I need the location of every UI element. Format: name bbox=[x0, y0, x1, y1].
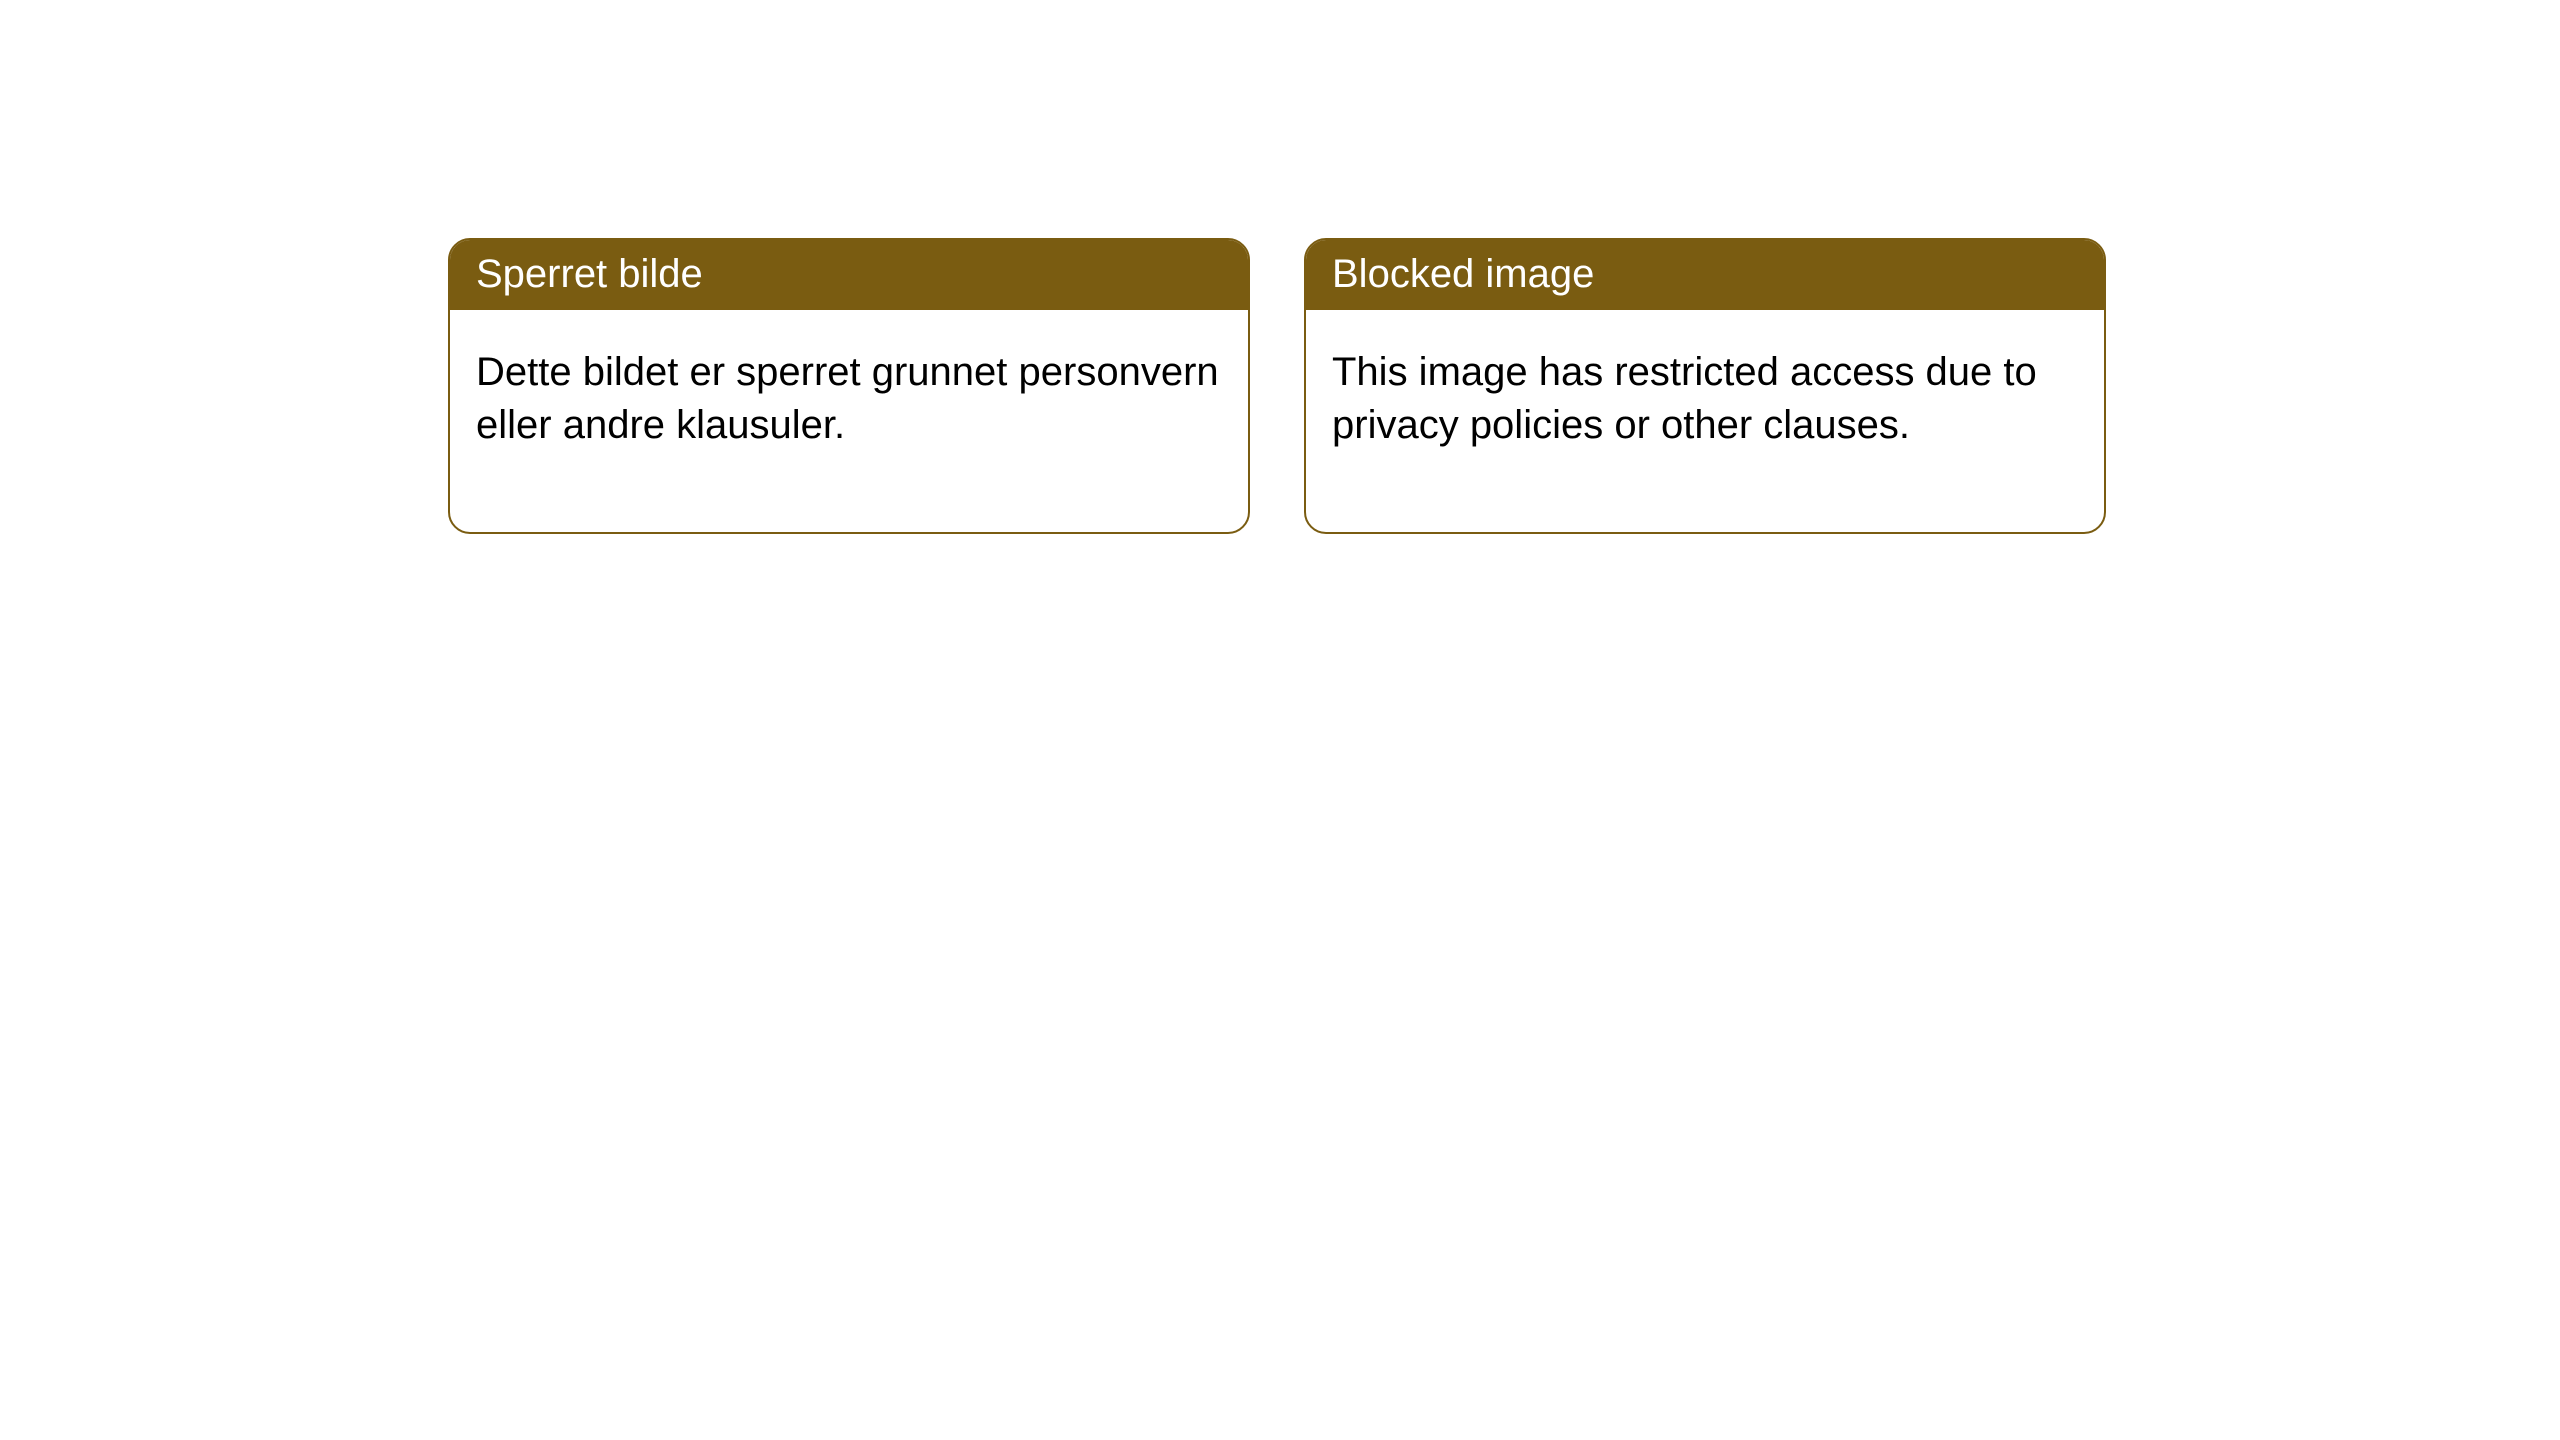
notice-cards-container: Sperret bilde Dette bildet er sperret gr… bbox=[448, 238, 2560, 534]
card-body: This image has restricted access due to … bbox=[1306, 310, 2104, 532]
card-body: Dette bildet er sperret grunnet personve… bbox=[450, 310, 1248, 532]
card-title: Blocked image bbox=[1332, 252, 1594, 296]
notice-card-english: Blocked image This image has restricted … bbox=[1304, 238, 2106, 534]
card-header: Sperret bilde bbox=[450, 240, 1248, 310]
card-title: Sperret bilde bbox=[476, 252, 703, 296]
card-header: Blocked image bbox=[1306, 240, 2104, 310]
card-body-text: Dette bildet er sperret grunnet personve… bbox=[476, 350, 1219, 447]
notice-card-norwegian: Sperret bilde Dette bildet er sperret gr… bbox=[448, 238, 1250, 534]
card-body-text: This image has restricted access due to … bbox=[1332, 350, 2037, 447]
